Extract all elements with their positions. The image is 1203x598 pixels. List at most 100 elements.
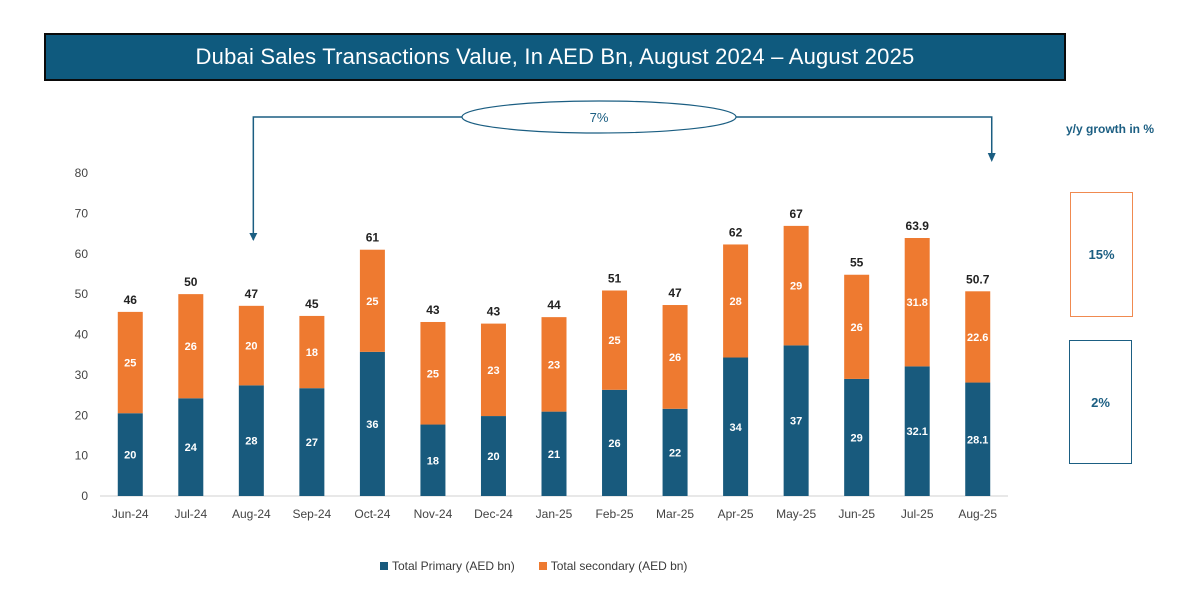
bar-primary [602,389,628,496]
bar-secondary [602,290,628,390]
data-label-secondary: 25 [427,368,439,380]
data-label-secondary: 18 [306,347,318,359]
data-label-total: 63.9 [906,219,930,233]
data-label-secondary: 28 [729,296,741,308]
legend-label-secondary: Total secondary (AED bn) [550,559,688,573]
data-label-primary: 24 [185,442,198,454]
data-label-primary: 27 [306,437,318,449]
annotation-growth-label: 7% [590,110,609,125]
data-label-secondary: 25 [608,335,620,347]
data-label-secondary: 26 [669,352,681,364]
y-tick-label: 70 [75,206,89,220]
bar-secondary [783,225,809,346]
x-tick-label: Feb-25 [596,507,634,521]
y-tick-label: 80 [75,166,89,180]
x-tick-label: Mar-25 [656,507,694,521]
bar-primary [965,382,991,496]
data-label-total: 47 [245,287,259,301]
y-tick-label: 40 [75,328,89,342]
x-tick-label: Dec-24 [474,507,513,521]
y-tick-label: 0 [81,489,88,503]
y-tick-label: 50 [75,287,89,301]
data-label-primary: 29 [851,432,863,444]
bar-primary [359,351,385,496]
data-label-total: 43 [426,303,440,317]
x-tick-label: Apr-25 [718,507,754,521]
bar-primary [723,357,749,496]
x-tick-label: May-25 [776,507,816,521]
data-label-primary: 28 [245,436,257,448]
x-tick-label: Nov-24 [414,507,453,521]
primary-growth-box: 2% [1069,340,1132,464]
data-label-total: 62 [729,225,743,239]
y-tick-label: 30 [75,368,89,382]
data-label-total: 45 [305,297,319,311]
x-tick-label: Aug-24 [232,507,271,521]
x-tick-label: Jun-24 [112,507,149,521]
bar-secondary [844,274,870,379]
annotation-arrowhead-right [987,153,996,162]
x-tick-label: Jul-24 [174,507,207,521]
secondary-growth-box: 15% [1070,192,1133,317]
bar-primary [178,398,204,496]
data-label-secondary: 26 [851,322,863,334]
bar-primary [904,366,930,496]
bar-primary [480,416,506,496]
data-label-secondary: 23 [548,359,560,371]
bar-primary [117,413,143,496]
bar-secondary [965,291,991,383]
data-label-total: 61 [366,231,380,245]
x-tick-label: Sep-24 [293,507,332,521]
data-label-total: 43 [487,305,501,319]
data-label-total: 51 [608,271,622,285]
data-label-primary: 21 [548,449,560,461]
y-tick-label: 60 [75,247,89,261]
data-label-primary: 26 [608,438,620,450]
legend-item-primary: Total Primary (AED bn) [380,559,515,573]
data-label-total: 50 [184,275,198,289]
data-label-secondary: 29 [790,281,802,293]
data-label-total: 46 [124,293,138,307]
legend-swatch-primary [380,562,388,570]
bar-secondary [238,305,264,386]
data-label-primary: 20 [487,451,499,463]
primary-growth-value: 2% [1091,394,1110,410]
data-label-secondary: 25 [366,296,378,308]
bar-primary [662,408,688,496]
bar-secondary [480,323,506,417]
data-label-primary: 36 [366,419,378,431]
x-tick-label: Jan-25 [536,507,573,521]
data-label-total: 50.7 [966,272,990,286]
data-label-primary: 28.1 [967,434,988,446]
x-tick-label: Jul-25 [901,507,934,521]
bar-primary [541,411,567,496]
legend-label-primary: Total Primary (AED bn) [392,559,515,573]
data-label-total: 55 [850,256,864,270]
annotation-ellipse [461,100,737,134]
x-tick-label: Aug-25 [958,507,997,521]
y-tick-label: 20 [75,408,89,422]
secondary-growth-value: 15% [1088,247,1115,262]
data-label-total: 44 [547,298,561,312]
data-label-secondary: 20 [245,341,257,353]
bar-primary [844,378,870,496]
bar-secondary [662,305,688,409]
data-label-primary: 37 [790,416,802,428]
data-label-secondary: 23 [487,365,499,377]
x-tick-label: Oct-24 [354,507,390,521]
data-label-secondary: 26 [185,341,197,353]
bar-secondary [117,311,143,414]
chart-legend: Total Primary (AED bn) Total secondary (… [380,559,687,573]
data-label-primary: 32.1 [906,426,927,438]
annotation-arrowhead-left [249,233,258,241]
bar-secondary [541,317,567,412]
bar-secondary [723,244,749,358]
bar-secondary [359,249,385,352]
data-label-total: 67 [789,207,803,221]
data-label-total: 47 [668,286,682,300]
y-tick-label: 10 [75,449,89,463]
bar-secondary [178,294,204,399]
bar-secondary [904,238,930,367]
data-label-primary: 22 [669,447,681,459]
legend-item-secondary: Total secondary (AED bn) [538,559,688,573]
